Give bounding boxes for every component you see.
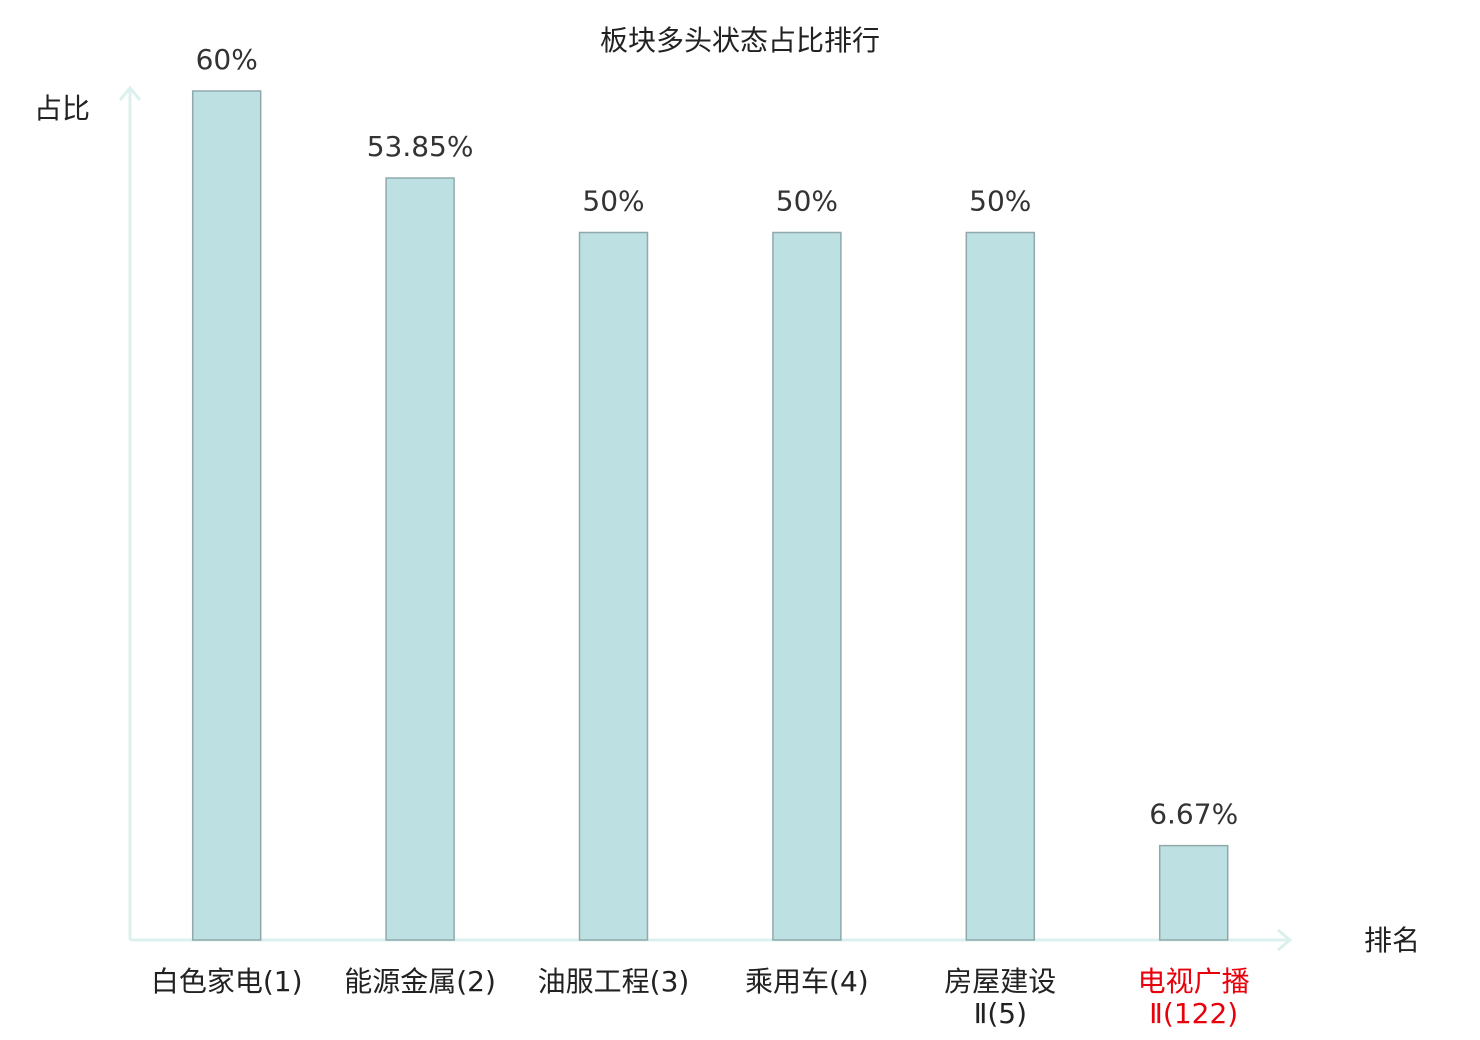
x-tick-label: 油服工程(3) xyxy=(537,965,690,998)
value-label: 60% xyxy=(196,43,258,76)
value-label: 50% xyxy=(969,185,1031,218)
x-tick-label: 房屋建设 Ⅱ(5) xyxy=(944,965,1057,1030)
x-tick-label: 乘用车(4) xyxy=(745,965,869,998)
bar xyxy=(772,231,842,941)
value-label: 6.67% xyxy=(1149,798,1238,831)
bar xyxy=(578,231,649,941)
bar xyxy=(965,231,1036,941)
value-label: 53.85% xyxy=(367,130,474,163)
x-axis-label: 排名 xyxy=(1364,924,1420,957)
x-tick-label: 白色家电(1) xyxy=(150,965,303,998)
x-tick-label: 电视广播 Ⅱ(122) xyxy=(1137,965,1250,1030)
chart-title: 板块多头状态占比排行 xyxy=(600,24,880,57)
bar xyxy=(385,177,455,941)
value-label: 50% xyxy=(582,185,644,218)
bar xyxy=(191,90,262,941)
y-axis-arrow xyxy=(118,85,142,101)
x-tick-label: 能源金属(2) xyxy=(344,965,496,998)
x-axis-arrow xyxy=(1277,928,1293,952)
value-label: 50% xyxy=(776,185,838,218)
y-axis-label: 占比 xyxy=(34,92,90,125)
bar xyxy=(1158,844,1229,941)
